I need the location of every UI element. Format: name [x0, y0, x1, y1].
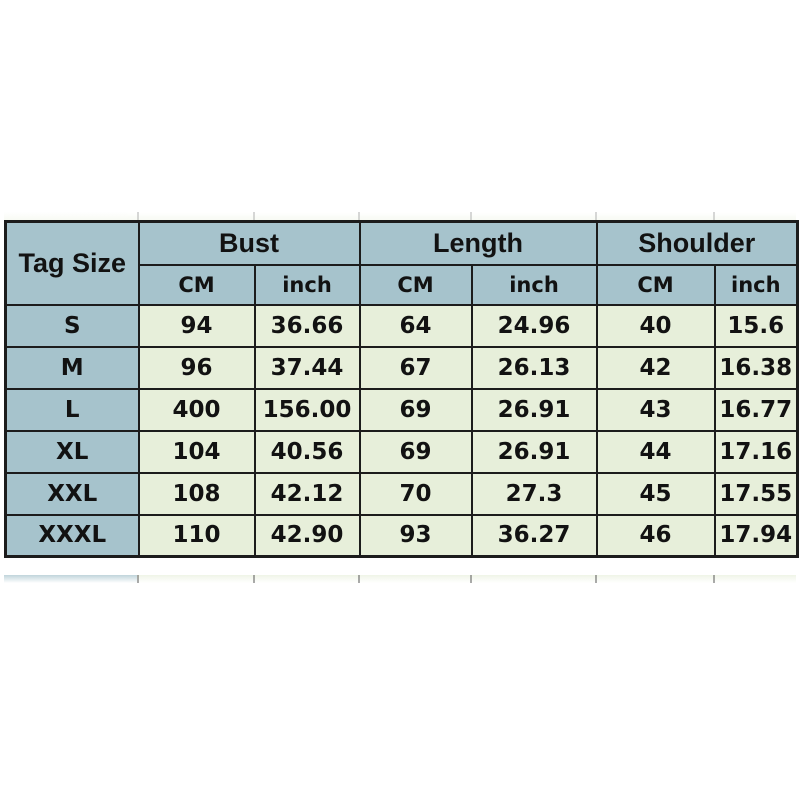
size-label-cell: S: [4, 303, 140, 348]
remnant-segment: [713, 575, 796, 583]
value-cell-bust-inch: 42.90: [253, 513, 361, 558]
size-label-cell: L: [4, 387, 140, 432]
unit-header-bust-cm: CM: [137, 263, 256, 306]
value-cell-shoulder-inch: 16.38: [713, 345, 799, 390]
unit-header-bust-inch: inch: [253, 263, 361, 306]
value-cell-bust-inch: 40.56: [253, 429, 361, 474]
value-cell-bust-cm: 110: [137, 513, 256, 558]
value-cell-shoulder-inch: 15.6: [713, 303, 799, 348]
value-cell-bust-cm: 94: [137, 303, 256, 348]
group-header-shoulder: Shoulder: [595, 220, 799, 266]
value-cell-bust-cm: 96: [137, 345, 256, 390]
value-cell-bust-inch: 42.12: [253, 471, 361, 516]
remnant-segment: [470, 575, 595, 583]
table-row-s: S 94 36.66 64 24.96 40 15.6: [4, 303, 799, 348]
value-cell-bust-inch: 156.00: [253, 387, 361, 432]
value-cell-shoulder-inch: 16.77: [713, 387, 799, 432]
table-row-xxxl: XXXL 110 42.90 93 36.27 46 17.94: [4, 513, 799, 558]
remnant-segment: [595, 212, 713, 220]
unit-header-length-inch: inch: [470, 263, 598, 306]
header-row-groups: Tag Size Bust Length Shoulder: [4, 220, 799, 306]
value-cell-bust-cm: 108: [137, 471, 256, 516]
size-chart-container: Tag Size Bust Length Shoulder CM inch CM…: [4, 220, 800, 558]
size-label-cell: XXXL: [4, 513, 140, 558]
remnant-segment: [470, 212, 595, 220]
remnant-segment: [137, 575, 253, 583]
remnant-segment: [253, 575, 358, 583]
value-cell-shoulder-inch: 17.16: [713, 429, 799, 474]
remnant-segment: [4, 212, 137, 220]
corner-header-tag-size: Tag Size: [4, 220, 140, 306]
value-cell-length-inch: 24.96: [470, 303, 598, 348]
size-chart-table: Tag Size Bust Length Shoulder CM inch CM…: [4, 220, 800, 558]
group-header-bust: Bust: [137, 220, 361, 266]
table-cut-remnant-top: [4, 212, 796, 220]
remnant-segment: [358, 212, 470, 220]
value-cell-length-inch: 26.13: [470, 345, 598, 390]
value-cell-shoulder-inch: 17.55: [713, 471, 799, 516]
remnant-segment: [137, 212, 253, 220]
table-row-xxl: XXL 108 42.12 70 27.3 45 17.55: [4, 471, 799, 516]
value-cell-length-inch: 27.3: [470, 471, 598, 516]
value-cell-shoulder-cm: 42: [595, 345, 716, 390]
size-label-cell: XXL: [4, 471, 140, 516]
table-row-m: M 96 37.44 67 26.13 42 16.38: [4, 345, 799, 390]
value-cell-length-cm: 70: [358, 471, 473, 516]
table-row-xl: XL 104 40.56 69 26.91 44 17.16: [4, 429, 799, 474]
size-label-cell: M: [4, 345, 140, 390]
value-cell-length-cm: 69: [358, 387, 473, 432]
value-cell-length-cm: 93: [358, 513, 473, 558]
value-cell-shoulder-cm: 40: [595, 303, 716, 348]
remnant-segment: [4, 575, 137, 583]
remnant-segment: [358, 575, 470, 583]
value-cell-shoulder-cm: 44: [595, 429, 716, 474]
header-row-units: CM inch CM inch CM inch: [6, 263, 799, 306]
unit-header-shoulder-cm: CM: [595, 263, 716, 306]
value-cell-bust-inch: 37.44: [253, 345, 361, 390]
value-cell-length-inch: 26.91: [470, 429, 598, 474]
table-cut-remnant-bottom: [4, 575, 796, 583]
value-cell-length-cm: 69: [358, 429, 473, 474]
value-cell-shoulder-cm: 43: [595, 387, 716, 432]
value-cell-bust-cm: 104: [137, 429, 256, 474]
group-header-length: Length: [358, 220, 598, 266]
value-cell-length-cm: 64: [358, 303, 473, 348]
value-cell-shoulder-cm: 45: [595, 471, 716, 516]
remnant-segment: [253, 212, 358, 220]
value-cell-length-inch: 36.27: [470, 513, 598, 558]
value-cell-shoulder-inch: 17.94: [713, 513, 799, 558]
size-label-cell: XL: [4, 429, 140, 474]
remnant-segment: [713, 212, 796, 220]
value-cell-length-inch: 26.91: [470, 387, 598, 432]
table-row-l: L 400 156.00 69 26.91 43 16.77: [4, 387, 799, 432]
unit-header-length-cm: CM: [358, 263, 473, 306]
value-cell-bust-cm: 400: [137, 387, 256, 432]
unit-header-shoulder-inch: inch: [713, 263, 799, 306]
value-cell-length-cm: 67: [358, 345, 473, 390]
value-cell-bust-inch: 36.66: [253, 303, 361, 348]
value-cell-shoulder-cm: 46: [595, 513, 716, 558]
remnant-segment: [595, 575, 713, 583]
